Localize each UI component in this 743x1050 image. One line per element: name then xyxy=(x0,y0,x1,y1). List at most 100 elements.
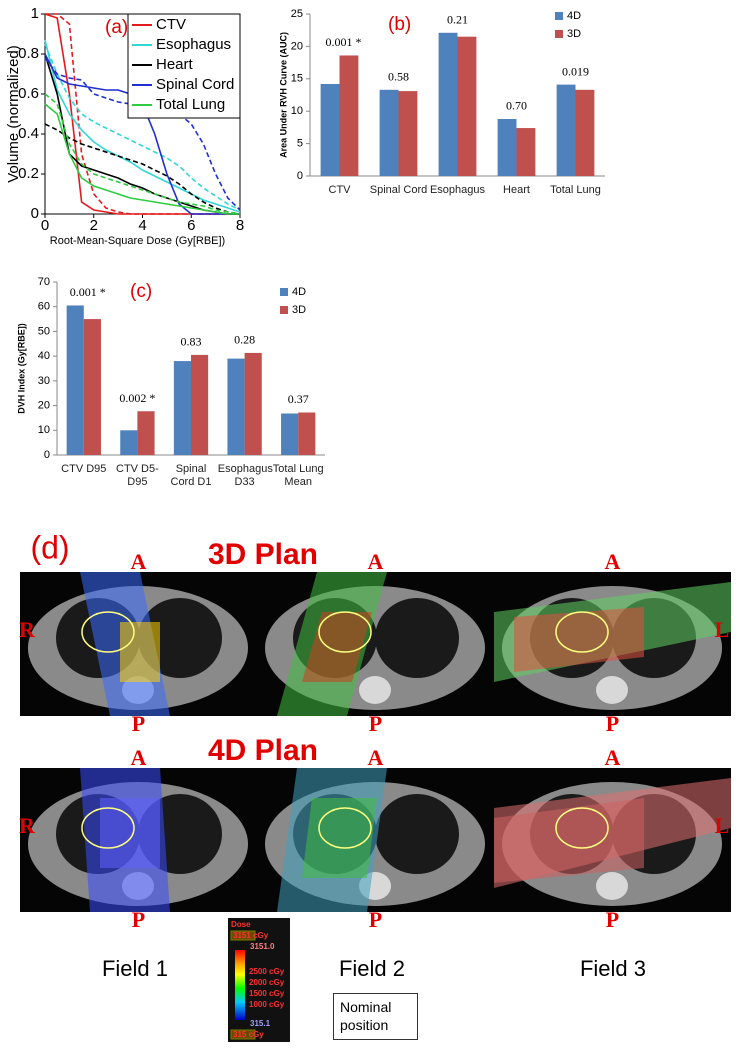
y-tick-label: 0 xyxy=(44,449,50,461)
bar xyxy=(457,36,477,177)
dose-beam xyxy=(120,622,160,682)
p-value-label: 0.58 xyxy=(388,70,409,84)
p-value-label: 0.002 * xyxy=(119,391,155,405)
bar xyxy=(191,354,209,455)
ct-lung xyxy=(375,598,459,678)
ct-image xyxy=(494,768,731,912)
x-tick-label: Spinal Cord D1 xyxy=(170,463,212,488)
legend-label: Esophagus xyxy=(156,36,231,53)
y-tick-label: 20 xyxy=(38,399,50,411)
p-value-label: 0.019 xyxy=(562,64,589,78)
ct-image xyxy=(494,572,731,716)
x-axis-label: Root-Mean-Square Dose (Gy[RBE]) xyxy=(50,235,225,247)
p-value-label: 0.28 xyxy=(234,333,255,347)
bar xyxy=(137,411,155,455)
y-tick-label: 40 xyxy=(38,350,50,362)
x-tick-label: CTV D5-D95 xyxy=(116,463,159,488)
bar xyxy=(120,430,138,455)
y-tick-label: 0.8 xyxy=(18,45,39,62)
x-tick-label: Esophagus xyxy=(429,184,486,196)
bar xyxy=(438,32,458,177)
bar xyxy=(379,89,399,176)
x-tick-label: 2 xyxy=(90,217,98,234)
colorbar-box xyxy=(230,930,256,941)
legend-label: Spinal Cord xyxy=(156,76,234,93)
y-tick-label: 0.4 xyxy=(18,125,39,142)
colorbar-label: Dose xyxy=(231,920,251,929)
p-value-label: 0.001 * xyxy=(70,285,106,299)
ct-image xyxy=(20,572,257,716)
legend-swatch xyxy=(280,288,288,296)
panel-label: (c) xyxy=(130,281,152,302)
y-tick-label: 10 xyxy=(291,105,303,117)
panel-label: (a) xyxy=(105,17,128,38)
ctv-contour xyxy=(318,611,372,653)
anterior-label: A xyxy=(605,549,621,574)
legend-label: Total Lung xyxy=(156,96,225,113)
colorbar-label: 2500 cGy xyxy=(249,967,285,976)
colorbar-label: 3151.0 xyxy=(250,942,275,951)
x-tick-label: Heart xyxy=(503,184,530,196)
colorbar-label: 1000 cGy xyxy=(249,1000,285,1009)
ctv-contour xyxy=(555,807,609,849)
dose-beam xyxy=(494,798,644,883)
nominal-position-note: Nominal position xyxy=(333,993,418,1040)
ct-spine xyxy=(596,676,628,704)
posterior-label: P xyxy=(606,711,619,736)
colorbar-box xyxy=(230,1029,256,1040)
bar xyxy=(398,91,418,176)
y-tick-label: 0 xyxy=(297,170,303,182)
p-value-label: 0.37 xyxy=(288,392,309,406)
bar xyxy=(556,84,576,176)
bar xyxy=(516,128,536,176)
dose-beam xyxy=(100,798,160,868)
colorbar-label: 1500 cGy xyxy=(249,989,285,998)
y-tick-label: 0.6 xyxy=(18,85,39,102)
ctv-contour xyxy=(318,807,372,849)
colorbar-label: 2000 cGy xyxy=(249,978,285,987)
ctv-contour xyxy=(81,611,135,653)
bar xyxy=(227,358,245,455)
anterior-label: A xyxy=(368,549,384,574)
posterior-label: P xyxy=(132,907,145,932)
bar xyxy=(497,118,517,176)
bar xyxy=(339,55,359,176)
ct-image xyxy=(257,572,494,716)
posterior-label: P xyxy=(369,907,382,932)
field-label: Field 1 xyxy=(102,956,168,981)
right-label: R xyxy=(19,617,36,642)
x-tick-label: 6 xyxy=(187,217,195,234)
y-axis-label: Area Under RVH Curve (AUC) xyxy=(278,32,288,158)
field-label: Field 2 xyxy=(339,956,405,981)
x-tick-label: 8 xyxy=(236,217,244,234)
right-label: R xyxy=(19,813,36,838)
colorbar-label: 3151 cGy xyxy=(233,931,269,940)
bar xyxy=(83,319,101,455)
legend-label: 3D xyxy=(567,28,581,40)
anterior-label: A xyxy=(131,549,147,574)
ct-spine xyxy=(359,676,391,704)
legend-swatch xyxy=(555,30,563,38)
bar xyxy=(244,352,262,455)
legend-swatch xyxy=(280,306,288,314)
y-tick-label: 50 xyxy=(38,325,50,337)
ct-image xyxy=(20,768,257,912)
x-tick-label: CTV D95 xyxy=(61,463,107,475)
bar xyxy=(66,305,84,455)
y-tick-label: 0 xyxy=(31,205,39,222)
y-tick-label: 10 xyxy=(38,424,50,436)
anterior-label: A xyxy=(605,745,621,770)
legend-label: CTV xyxy=(156,16,186,33)
bar xyxy=(281,413,299,455)
dose-beam xyxy=(302,798,377,878)
x-tick-label: 4 xyxy=(138,217,146,234)
y-tick-label: 0.2 xyxy=(18,165,39,182)
x-tick-label: Total Lung Mean xyxy=(272,463,324,488)
x-tick-label: Spinal Cord xyxy=(369,184,428,196)
y-axis-label: Volume (normalized) xyxy=(5,45,22,183)
plan-title: 3D Plan xyxy=(208,538,318,571)
y-axis-label: DVH Index (Gy[RBE]) xyxy=(16,323,26,414)
bar xyxy=(575,89,595,176)
